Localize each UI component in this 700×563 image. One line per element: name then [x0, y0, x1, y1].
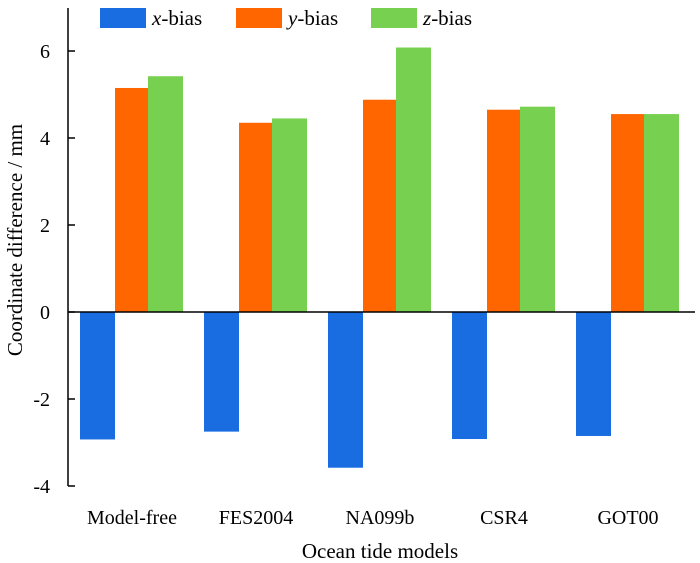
- bar-z-fes2004: [272, 118, 307, 312]
- y-tick-label: 0: [40, 302, 50, 324]
- bar-z-model-free: [148, 76, 183, 312]
- y-tick-label: 2: [40, 215, 50, 237]
- bar-x-na099b: [328, 312, 363, 468]
- bar-x-got00: [576, 312, 611, 436]
- x-tick-label: FES2004: [219, 507, 293, 529]
- y-axis-title: Coordinate difference / mm: [3, 124, 27, 356]
- y-tick-label: 4: [40, 128, 50, 150]
- x-axis-title: Ocean tide models: [302, 539, 458, 563]
- bar-y-fes2004: [239, 122, 274, 313]
- legend-label-z: z-bias: [422, 6, 472, 30]
- x-tick-label: NA099b: [346, 507, 415, 529]
- legend-swatch-y: [236, 8, 282, 28]
- legend-label-y: y-bias: [286, 6, 338, 30]
- bar-y-csr4: [487, 109, 522, 312]
- bar-y-model-free: [115, 87, 150, 312]
- legend-label-x: x-bias: [151, 6, 202, 30]
- legend-swatch-x: [100, 8, 146, 28]
- x-tick-label: Model-free: [87, 507, 177, 529]
- legend: x-bias y-bias z-bias: [100, 6, 472, 30]
- bar-z-got00: [644, 114, 679, 312]
- bar-z-csr4: [520, 106, 555, 313]
- bar-z-na099b: [396, 47, 431, 313]
- bar-x-csr4: [452, 312, 487, 440]
- y-tick-label: -2: [33, 389, 50, 411]
- x-tick-labels: Model-free FES2004 NA099b CSR4 GOT00: [87, 507, 659, 529]
- y-tick-label: 6: [40, 41, 50, 63]
- x-tick-label: GOT00: [597, 507, 658, 529]
- bar-y-got00: [611, 114, 646, 312]
- x-tick-label: CSR4: [480, 507, 528, 529]
- bar-x-fes2004: [204, 312, 239, 432]
- legend-swatch-z: [371, 8, 417, 28]
- bar-x-model-free: [80, 312, 115, 440]
- bars-layer: [80, 47, 679, 468]
- y-ticks: -4 -2 0 2 4 6: [33, 41, 75, 498]
- axes-layer: -4 -2 0 2 4 6 Model-free FES2004 NA099b CSR4 GOT0…: [33, 8, 695, 529]
- bar-y-na099b: [363, 99, 398, 312]
- y-tick-label: -4: [33, 476, 50, 498]
